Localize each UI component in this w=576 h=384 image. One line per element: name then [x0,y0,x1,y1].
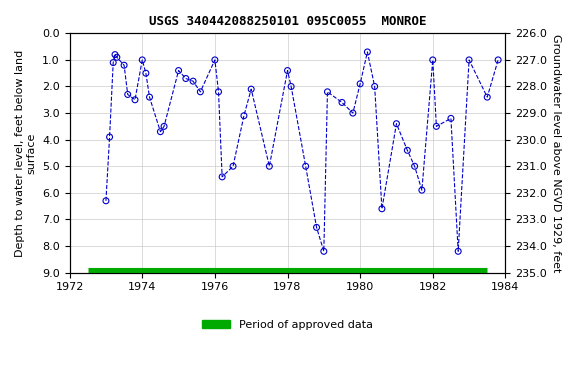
Point [355,81,365,87]
Point [239,113,248,119]
Point [247,86,256,92]
Point [403,147,412,153]
Point [111,51,120,58]
Point [286,83,295,89]
Point [138,57,147,63]
Y-axis label: Groundwater level above NGVD 1929, feet: Groundwater level above NGVD 1929, feet [551,34,561,272]
Point [109,60,118,66]
Point [265,163,274,169]
Point [214,89,223,95]
Title: USGS 340442088250101 095C0055  MONROE: USGS 340442088250101 095C0055 MONROE [149,15,426,28]
Point [101,198,111,204]
Point [453,248,463,254]
Point [188,78,198,84]
Point [410,163,419,169]
Point [348,110,358,116]
Point [370,83,379,89]
Point [210,57,219,63]
Point [323,89,332,95]
Point [363,49,372,55]
Point [483,94,492,100]
Point [432,123,441,129]
Point [130,97,139,103]
Point [312,224,321,230]
Y-axis label: Depth to water level, feet below land
surface: Depth to water level, feet below land su… [15,49,37,257]
Point [229,163,238,169]
Point [105,134,114,140]
Point [283,68,292,74]
Point [392,121,401,127]
Point [145,94,154,100]
Point [196,89,205,95]
Point [119,62,128,68]
Point [181,75,191,81]
Point [377,206,386,212]
Point [446,115,456,121]
Point [141,70,150,76]
Point [428,57,437,63]
Point [174,68,183,74]
Point [156,129,165,135]
Point [417,187,426,193]
Point [338,99,347,106]
Legend: Period of approved data: Period of approved data [198,315,377,334]
Point [464,57,473,63]
Point [301,163,310,169]
Point [123,91,132,98]
Point [494,57,503,63]
Point [112,54,122,60]
Point [319,248,328,254]
Point [160,123,169,129]
Point [218,174,227,180]
